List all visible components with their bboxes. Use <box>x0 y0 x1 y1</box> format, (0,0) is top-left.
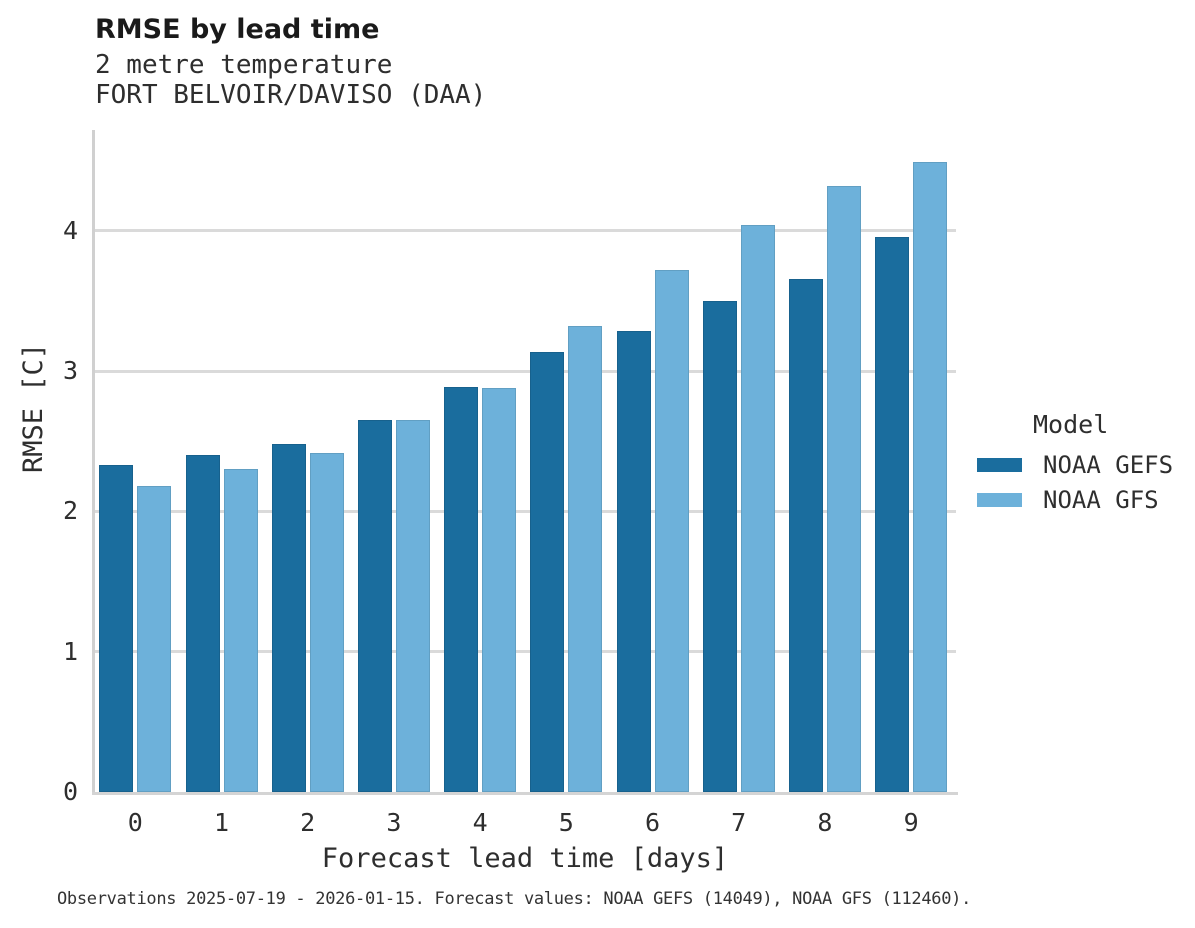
bar-noaa-gfs-day-2 <box>309 452 344 792</box>
y-axis-spine <box>92 130 95 795</box>
bar-noaa-gefs-day-1 <box>185 455 220 792</box>
legend-swatch-icon <box>977 458 1022 472</box>
y-axis-title: RMSE [C] <box>18 342 49 474</box>
bar-noaa-gfs-day-3 <box>395 420 430 792</box>
bar-noaa-gefs-day-6 <box>616 330 651 792</box>
bar-noaa-gefs-day-2 <box>271 444 306 792</box>
legend-label: NOAA GEFS <box>1043 451 1174 479</box>
x-tick-label-4: 4 <box>472 808 488 837</box>
chart-title: RMSE by lead time <box>95 14 380 45</box>
x-tick-label-5: 5 <box>558 808 574 837</box>
bar-noaa-gefs-day-9 <box>875 236 910 792</box>
x-axis-title: Forecast lead time [days] <box>321 843 729 874</box>
x-tick-label-0: 0 <box>127 808 143 837</box>
bar-noaa-gefs-day-5 <box>530 351 565 792</box>
y-tick-label-0: 0 <box>62 777 78 806</box>
chart-subtitle-variable: 2 metre temperature <box>95 50 393 80</box>
legend-label: NOAA GFS <box>1043 486 1159 514</box>
bar-noaa-gefs-day-0 <box>99 465 134 792</box>
x-tick-label-6: 6 <box>644 808 661 837</box>
x-tick-label-8: 8 <box>817 808 833 837</box>
bar-noaa-gfs-day-0 <box>137 486 172 792</box>
legend-title: Model <box>1033 410 1109 439</box>
bar-noaa-gefs-day-7 <box>702 301 737 792</box>
bar-noaa-gfs-day-5 <box>568 326 603 792</box>
x-tick-label-2: 2 <box>300 808 316 837</box>
gridline-y-1 <box>94 650 956 654</box>
bar-noaa-gfs-day-7 <box>740 225 775 792</box>
y-tick-label-1: 1 <box>62 636 78 666</box>
bar-noaa-gefs-day-8 <box>788 278 823 792</box>
chart-subtitle-station: FORT BELVOIR/DAVISO (DAA) <box>95 80 487 110</box>
bar-noaa-gefs-day-3 <box>357 420 392 792</box>
bar-noaa-gfs-day-8 <box>826 186 861 792</box>
gridline-y-4 <box>94 229 956 233</box>
bar-noaa-gfs-day-6 <box>654 270 689 792</box>
x-tick-label-9: 9 <box>903 808 919 837</box>
y-tick-label-2: 2 <box>62 496 78 526</box>
x-tick-label-1: 1 <box>213 808 230 837</box>
plot-area <box>92 130 958 795</box>
legend-item-noaa-gefs: NOAA GEFS <box>977 451 1192 479</box>
bar-noaa-gfs-day-1 <box>223 469 258 792</box>
caption: Observations 2025-07-19 - 2026-01-15. Fo… <box>57 889 972 909</box>
y-tick-label-4: 4 <box>62 215 78 245</box>
legend-item-noaa-gfs: NOAA GFS <box>977 486 1192 514</box>
gridline-y-2 <box>94 510 956 513</box>
bar-noaa-gfs-day-4 <box>482 388 517 792</box>
gridline-y-3 <box>94 369 956 373</box>
bar-noaa-gefs-day-4 <box>444 386 479 792</box>
legend-swatch-icon <box>977 493 1022 507</box>
legend-items: NOAA GEFS NOAA GFS <box>977 451 1192 514</box>
x-tick-label-3: 3 <box>386 808 402 837</box>
legend: Model NOAA GEFS NOAA GFS <box>977 410 1192 523</box>
x-tick-label-7: 7 <box>731 808 747 837</box>
bar-noaa-gfs-day-9 <box>913 162 948 792</box>
y-tick-label-3: 3 <box>62 356 78 386</box>
x-axis-spine <box>92 792 958 795</box>
